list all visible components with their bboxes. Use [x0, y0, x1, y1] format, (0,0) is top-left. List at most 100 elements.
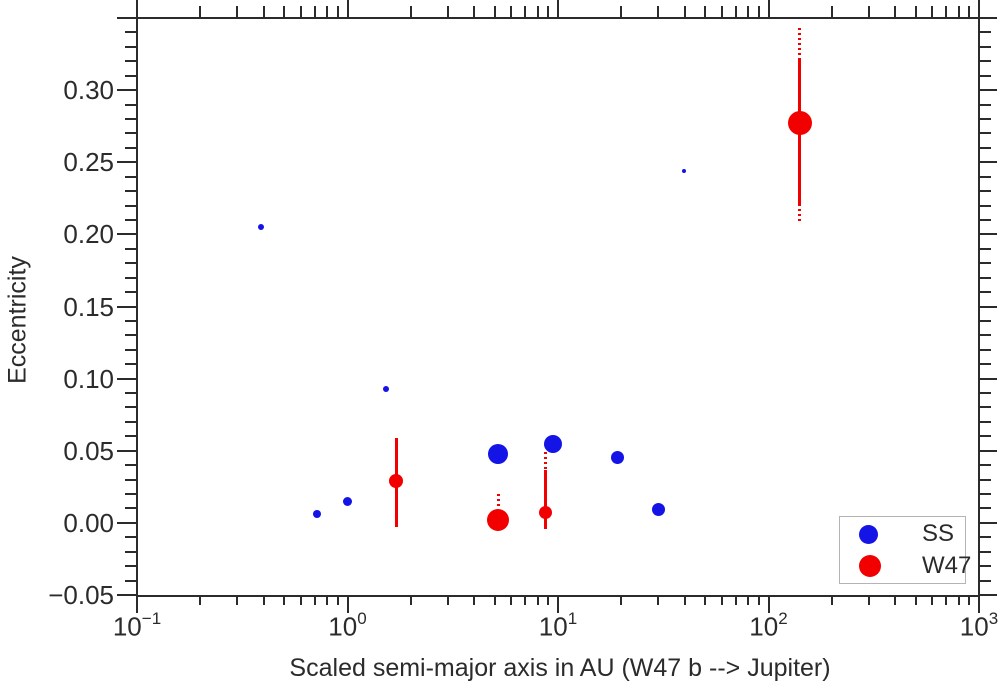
legend: SS W47: [839, 516, 971, 584]
y-minor-tick-right: [979, 565, 991, 568]
x-minor-tick-bottom: [867, 595, 870, 605]
ss-data-point: [611, 451, 625, 465]
x-minor-tick-bottom: [336, 595, 339, 605]
x-tick-label: 103: [959, 609, 999, 642]
w47-data-point: [538, 506, 552, 520]
x-minor-tick-bottom: [894, 595, 897, 605]
y-minor-tick-left: [125, 550, 137, 553]
x-minor-tick-bottom: [720, 595, 723, 605]
x-minor-tick-bottom: [299, 595, 302, 605]
y-minor-tick-right: [979, 334, 991, 337]
x-tick-label: 100: [328, 609, 367, 642]
y-minor-tick-left: [125, 291, 137, 294]
w47-error-bar: [543, 452, 547, 470]
y-tick-label: 0.20: [63, 219, 114, 250]
y-minor-tick-right: [979, 536, 991, 539]
x-major-tick-bottom: [557, 595, 559, 613]
x-minor-tick-bottom: [510, 595, 513, 605]
x-minor-tick-top: [657, 6, 660, 18]
y-minor-tick-right: [979, 392, 991, 395]
ss-data-point: [651, 503, 665, 517]
y-minor-tick-left: [125, 363, 137, 366]
x-minor-tick-bottom: [199, 595, 202, 605]
y-major-tick-right: [979, 161, 997, 164]
y-major-tick-left: [117, 305, 137, 308]
y-tick-label: −0.05: [48, 580, 114, 610]
y-minor-tick-right: [979, 247, 991, 250]
y-minor-tick-right: [979, 262, 991, 265]
y-minor-tick-left: [125, 406, 137, 409]
x-minor-tick-top: [945, 6, 948, 18]
y-major-tick-right: [979, 89, 997, 92]
x-minor-tick-top: [894, 6, 897, 18]
x-minor-tick-top: [326, 6, 329, 18]
x-minor-tick-bottom: [704, 595, 707, 605]
y-minor-tick-left: [125, 146, 137, 149]
y-minor-tick-left: [125, 507, 137, 510]
y-minor-tick-right: [979, 103, 991, 106]
x-minor-tick-top: [957, 6, 960, 18]
x-minor-tick-top: [473, 6, 476, 18]
x-minor-tick-top: [236, 6, 239, 18]
y-major-tick-left: [117, 17, 137, 19]
y-minor-tick-left: [125, 319, 137, 322]
y-minor-tick-left: [125, 175, 137, 178]
legend-label-w47: W47: [922, 551, 972, 579]
y-minor-tick-right: [979, 45, 991, 48]
y-minor-tick-left: [125, 31, 137, 34]
y-major-tick-left: [117, 594, 137, 596]
x-minor-tick-bottom: [945, 595, 948, 605]
y-minor-tick-left: [125, 60, 137, 63]
w47-error-bar: [543, 469, 547, 529]
x-minor-tick-top: [830, 6, 833, 18]
y-minor-tick-left: [125, 565, 137, 568]
x-minor-tick-bottom: [313, 595, 316, 605]
legend-marker-w47: [859, 554, 881, 577]
y-minor-tick-left: [125, 45, 137, 48]
x-minor-tick-top: [524, 6, 527, 18]
x-tick-label: 102: [749, 609, 788, 642]
y-minor-tick-right: [979, 204, 991, 207]
y-minor-tick-right: [979, 218, 991, 221]
x-minor-tick-bottom: [914, 595, 917, 605]
y-minor-tick-left: [125, 74, 137, 77]
y-minor-tick-right: [979, 406, 991, 409]
x-minor-tick-bottom: [830, 595, 833, 605]
x-minor-tick-bottom: [446, 595, 449, 605]
y-major-tick-right: [979, 521, 997, 524]
x-minor-tick-top: [446, 6, 449, 18]
ss-data-point: [313, 510, 322, 519]
x-minor-tick-bottom: [524, 595, 527, 605]
x-minor-tick-top: [683, 6, 686, 18]
y-minor-tick-right: [979, 190, 991, 193]
ss-data-point: [382, 385, 389, 392]
y-minor-tick-right: [979, 276, 991, 279]
y-minor-tick-left: [125, 536, 137, 539]
legend-item-w47: W47: [840, 552, 971, 580]
y-minor-tick-left: [125, 190, 137, 193]
y-minor-tick-left: [125, 276, 137, 279]
x-minor-tick-bottom: [957, 595, 960, 605]
x-minor-tick-bottom: [547, 595, 550, 605]
y-major-tick-right: [979, 377, 997, 380]
y-major-tick-left: [117, 521, 137, 524]
y-major-tick-left: [117, 233, 137, 236]
y-minor-tick-right: [979, 493, 991, 496]
w47-error-bar: [496, 494, 500, 509]
y-minor-tick-right: [979, 478, 991, 481]
plot-area: [136, 17, 980, 597]
x-minor-tick-top: [620, 6, 623, 18]
x-minor-tick-top: [283, 6, 286, 18]
x-minor-tick-top: [720, 6, 723, 18]
x-minor-tick-bottom: [473, 595, 476, 605]
x-minor-tick-bottom: [536, 595, 539, 605]
ss-data-point: [257, 224, 264, 231]
ss-data-point: [544, 434, 563, 453]
y-tick-label: 0.00: [63, 507, 114, 538]
x-minor-tick-bottom: [236, 595, 239, 605]
y-minor-tick-right: [979, 579, 991, 582]
x-minor-tick-top: [747, 6, 750, 18]
y-minor-tick-left: [125, 103, 137, 106]
x-minor-tick-bottom: [747, 595, 750, 605]
legend-item-ss: SS: [840, 520, 965, 548]
